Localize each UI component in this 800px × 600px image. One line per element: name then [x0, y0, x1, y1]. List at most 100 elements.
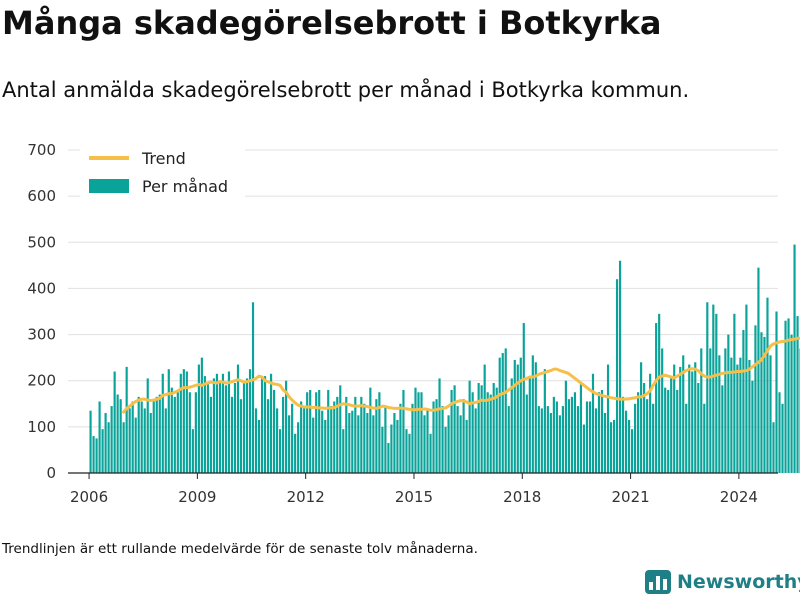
bar — [260, 378, 264, 473]
bar — [655, 323, 658, 473]
bar — [191, 429, 194, 473]
brand-name: Newsworthy — [677, 571, 800, 593]
axes: 0 100 200 300 400 500 600 700 2006 2009 2012 2015 20… — [27, 141, 778, 506]
bar — [528, 376, 531, 473]
x-tick-label: 2015 — [395, 488, 433, 506]
bar — [624, 410, 628, 473]
bar — [661, 348, 664, 473]
bar — [146, 378, 149, 473]
bar — [438, 378, 441, 473]
bar — [221, 373, 225, 473]
bar — [381, 426, 384, 473]
bar — [101, 429, 104, 473]
chart: 0 100 200 300 400 500 600 700 2006 2009 2012 2015 20… — [27, 141, 800, 506]
bar — [612, 419, 616, 473]
y-tick-label: 400 — [27, 279, 56, 297]
bar — [143, 408, 146, 473]
x-tick-label: 2024 — [720, 488, 758, 506]
bar — [519, 357, 522, 473]
bar — [89, 410, 92, 473]
bar — [396, 419, 399, 473]
bar — [501, 353, 504, 473]
bar — [504, 348, 507, 473]
bar — [209, 396, 212, 473]
bar — [167, 369, 170, 473]
bar — [462, 399, 465, 473]
bar — [564, 380, 567, 473]
bar — [161, 373, 164, 473]
bar — [266, 399, 270, 473]
x-tick-label: 2009 — [178, 488, 216, 506]
bar — [688, 364, 691, 473]
x-tick-label: 2018 — [503, 488, 541, 506]
legend: Trend Per månad — [80, 142, 245, 206]
bar — [336, 396, 339, 473]
bar — [236, 364, 240, 473]
bar — [465, 419, 468, 473]
bar — [609, 422, 613, 473]
bar — [618, 260, 622, 473]
bar — [606, 364, 610, 473]
bar — [643, 383, 646, 473]
bar — [751, 380, 754, 473]
bar — [621, 396, 625, 473]
bar — [558, 415, 561, 473]
bar — [591, 373, 595, 473]
bar — [285, 380, 288, 473]
bar — [333, 401, 336, 473]
bar — [242, 383, 246, 473]
bar — [435, 399, 438, 473]
trend-series — [122, 336, 800, 414]
bar — [399, 403, 402, 473]
bar — [718, 355, 721, 473]
bar — [724, 348, 727, 473]
bar — [673, 364, 676, 473]
bar — [342, 429, 345, 473]
bar — [251, 302, 255, 473]
bar — [691, 371, 694, 473]
bar — [585, 401, 589, 473]
bar — [772, 422, 775, 473]
bar — [170, 387, 173, 473]
bar — [543, 369, 546, 473]
bar — [727, 334, 730, 473]
y-tick-label: 500 — [27, 233, 56, 251]
chart-subtitle: Antal anmälda skadegörelsebrott per måna… — [2, 78, 690, 102]
bar — [128, 408, 131, 473]
x-tick-label: 2012 — [287, 488, 325, 506]
bar — [766, 297, 769, 473]
bar — [444, 426, 447, 473]
bar — [324, 419, 327, 473]
bar — [709, 348, 712, 473]
bar — [279, 429, 282, 473]
bar — [513, 359, 516, 473]
bar — [92, 436, 95, 473]
bar — [670, 376, 673, 473]
bar — [646, 399, 649, 473]
x-tick-label: 2006 — [70, 488, 108, 506]
bar — [579, 383, 583, 473]
bar — [194, 392, 197, 473]
bar — [531, 355, 534, 473]
bar — [309, 389, 312, 473]
bar — [152, 401, 155, 473]
bar — [348, 413, 351, 473]
bar — [269, 373, 273, 473]
bar — [393, 413, 396, 473]
trend-line — [122, 336, 800, 414]
bar — [682, 355, 685, 473]
bar — [486, 392, 489, 473]
bar — [495, 387, 498, 473]
bar — [113, 371, 116, 473]
bar — [733, 313, 736, 473]
bar — [200, 357, 203, 473]
bar — [600, 389, 604, 473]
bar — [474, 408, 477, 473]
bar — [366, 413, 369, 473]
bar — [227, 371, 231, 473]
bar — [793, 244, 796, 473]
bar — [182, 369, 185, 473]
bar — [164, 408, 167, 473]
chart-title: Många skadegörelsebrott i Botkyrka — [2, 4, 662, 42]
bar — [631, 429, 634, 473]
